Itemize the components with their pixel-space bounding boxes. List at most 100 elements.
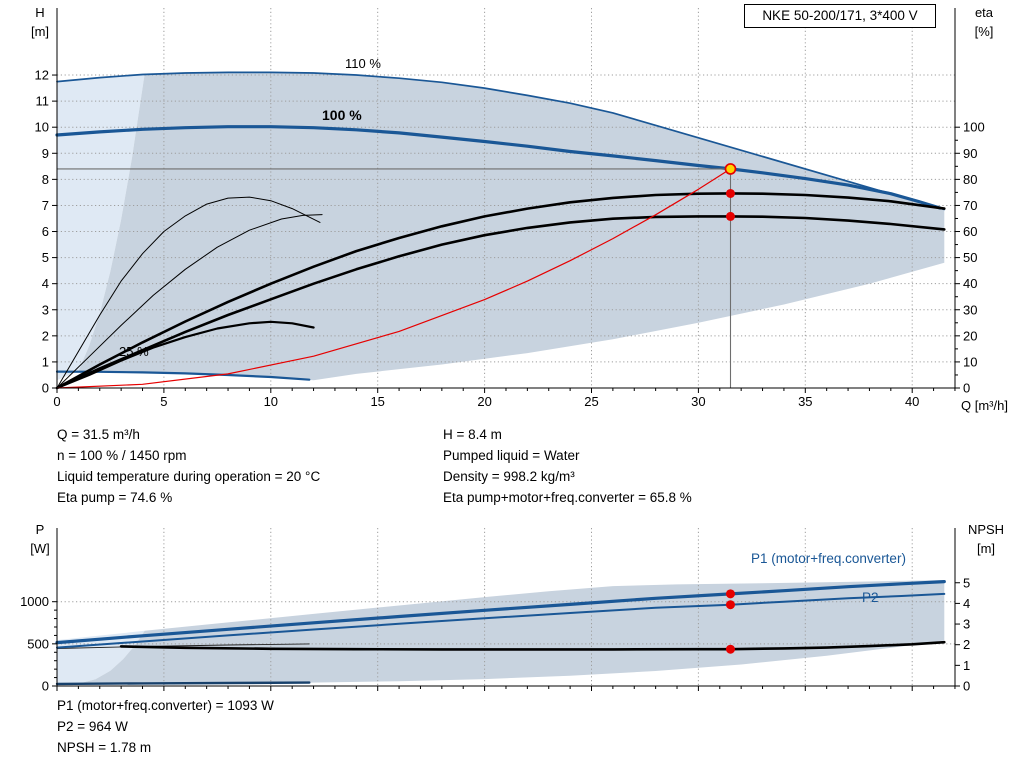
p2-curve	[56, 592, 946, 649]
tick-label: 0	[42, 381, 49, 396]
npsh-axis-title: NPSH [m]	[958, 520, 1014, 558]
info-line: Pumped liquid = Water	[443, 448, 580, 463]
info-line: Liquid temperature during operation = 20…	[57, 469, 321, 484]
tick-label: 0	[42, 679, 49, 694]
tick-label: 2	[963, 637, 970, 652]
info-line: Q = 31.5 m³/h	[57, 427, 140, 442]
p2-curve-label: P2	[862, 590, 879, 605]
tick-label: 4	[963, 596, 970, 611]
eta-total-point	[725, 211, 735, 221]
hq-eta-chart-axes: 0 5 10 15 20 25 30 35 40012345678910111201020304…	[35, 8, 985, 409]
eta-pump-curve	[55, 192, 946, 390]
tick-label: 10	[264, 394, 278, 409]
tick-label: 30	[963, 302, 977, 317]
envelope-light	[57, 73, 145, 381]
hq-eta-chart: 0 5 10 15 20 25 30 35 40012345678910111201020304…	[35, 8, 985, 409]
tick-label: 3	[963, 617, 970, 632]
eta-pump-point	[725, 188, 735, 198]
tick-label: 25	[584, 394, 598, 409]
duty-info-left: Q = 31.5 m³/h n = 100 % / 1450 rpm Liqui…	[57, 424, 320, 508]
tick-label: 70	[963, 198, 977, 213]
tick-label: 40	[963, 276, 977, 291]
duty-point[interactable]	[724, 163, 737, 175]
power-npsh-chart-axes: 0 500 1000 0 1 2 3 4 5	[20, 528, 970, 694]
h-axis-symbol: H	[35, 5, 45, 20]
curve-110-percent	[56, 71, 946, 211]
tick-label: 4	[42, 276, 49, 291]
tick-label: 2	[42, 328, 49, 343]
info-line: Eta pump = 74.6 %	[57, 490, 173, 505]
p-axis-title: P [W]	[22, 520, 58, 558]
tick-label: 3	[42, 302, 49, 317]
eta-axis-title: eta [%]	[960, 3, 1008, 41]
h-axis-unit: [m]	[30, 24, 50, 39]
p-axis-symbol: P	[35, 522, 45, 537]
info-line: P1 (motor+freq.converter) = 1093 W	[57, 698, 274, 713]
tick-label: 8	[42, 172, 49, 187]
system-curve	[56, 168, 732, 389]
npsh-axis-symbol: NPSH	[967, 522, 1005, 537]
eta-curve-25-percent	[55, 320, 315, 390]
power-npsh-chart-gridlines	[57, 528, 955, 686]
tick-label: 9	[42, 146, 49, 161]
p1-curve-label: P1 (motor+freq.converter)	[751, 551, 906, 566]
tick-label: 50	[963, 250, 977, 265]
info-line: P2 = 964 W	[57, 719, 128, 734]
p-axis-unit: [W]	[30, 541, 50, 556]
q-axis-title: Q [m³/h]	[961, 398, 1008, 413]
power-curve-25-percent	[55, 681, 311, 686]
speed-label-25: 25 %	[119, 344, 149, 359]
h-axis-title: H [m]	[22, 3, 58, 41]
tick-label: 30	[691, 394, 705, 409]
npsh-curve	[119, 640, 946, 651]
tick-label: 5	[963, 575, 970, 590]
speed-label-110: 110 %	[345, 56, 381, 71]
tick-label: 90	[963, 146, 977, 161]
tick-label: 0	[963, 381, 970, 396]
power-curve-thin	[56, 643, 310, 649]
p1-curve	[55, 579, 946, 645]
tick-label: 40	[905, 394, 919, 409]
tick-label: 1	[42, 354, 49, 369]
info-line: n = 100 % / 1450 rpm	[57, 448, 187, 463]
tick-label: 10	[963, 354, 977, 369]
tick-label: 35	[798, 394, 812, 409]
info-line: Eta pump+motor+freq.converter = 65.8 %	[443, 490, 692, 505]
tick-label: 1	[963, 658, 970, 673]
power-info: P1 (motor+freq.converter) = 1093 W P2 = …	[57, 695, 274, 758]
p2-point	[725, 600, 735, 610]
tick-label: 500	[27, 636, 49, 651]
envelope-main	[78, 72, 945, 381]
tick-label: 80	[963, 172, 977, 187]
tick-label: 10	[35, 120, 49, 135]
info-line: H = 8.4 m	[443, 427, 502, 442]
tick-label: 60	[963, 224, 977, 239]
info-line: Density = 998.2 kg/m³	[443, 469, 575, 484]
npsh-axis-unit: [m]	[976, 541, 996, 556]
speed-label-100: 100 %	[322, 107, 362, 123]
tick-label: 0	[963, 679, 970, 694]
tick-label: 15	[370, 394, 384, 409]
tick-label: 12	[35, 68, 49, 83]
tick-label: 11	[36, 94, 50, 109]
tick-label: 0	[53, 394, 60, 409]
curve-25-percent	[55, 370, 311, 381]
info-line: NPSH = 1.78 m	[57, 740, 152, 755]
tick-label: 7	[42, 198, 49, 213]
tick-label: 100	[963, 120, 985, 135]
eta-axis-unit: [%]	[974, 24, 994, 39]
tick-label: 6	[42, 224, 49, 239]
tick-label: 5	[160, 394, 167, 409]
power-npsh-chart: 0 500 1000 0 1 2 3 4 5	[20, 528, 970, 694]
eta-total-curve	[55, 215, 946, 390]
curve-100-percent	[55, 125, 942, 210]
duty-info-right: H = 8.4 m Pumped liquid = Water Density …	[443, 424, 692, 508]
tick-label: 5	[42, 250, 49, 265]
p1-point	[725, 589, 735, 599]
eta-curve-thin-2	[56, 214, 323, 389]
eta-curve-thin-1	[56, 196, 321, 389]
tick-label: 20	[477, 394, 491, 409]
eta-axis-symbol: eta	[974, 5, 994, 20]
